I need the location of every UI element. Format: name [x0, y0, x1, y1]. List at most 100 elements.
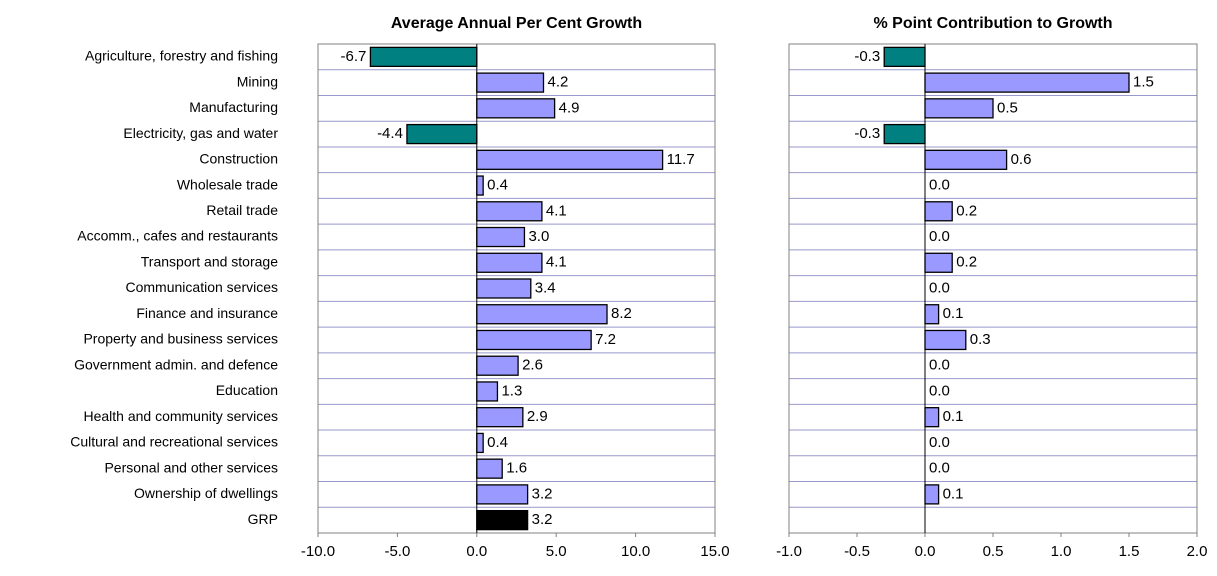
category-label: GRP: [248, 511, 278, 527]
bar: [924, 149, 1008, 170]
value-label: 0.2: [956, 254, 977, 271]
value-label: 2.9: [527, 408, 548, 425]
category-label: Agriculture, forestry and fishing: [85, 48, 278, 64]
value-label: 0.5: [997, 99, 1018, 116]
x-tick-label: 5.0: [546, 543, 567, 560]
value-label: 11.7: [667, 151, 695, 168]
value-label: 0.0: [929, 434, 950, 451]
bar: [924, 329, 967, 351]
category-label: Manufacturing: [189, 99, 278, 115]
value-label: -6.7: [341, 48, 367, 65]
category-label: Health and community services: [83, 408, 278, 424]
x-tick-label: 1.0: [1051, 543, 1072, 560]
category-label: Mining: [237, 73, 278, 89]
x-tick-label: -1.0: [776, 543, 802, 560]
value-label: 4.9: [559, 99, 580, 116]
x-tick-label: 15.0: [700, 543, 729, 560]
category-label: Education: [216, 382, 278, 398]
value-label: 0.0: [929, 279, 950, 296]
bar: [476, 278, 532, 299]
bar: [924, 407, 940, 428]
x-tick-label: -0.5: [844, 543, 870, 560]
value-label: 0.4: [487, 434, 508, 451]
bar: [476, 149, 664, 170]
bar: [476, 329, 592, 351]
value-label: 0.2: [956, 202, 977, 219]
value-label: -0.3: [854, 125, 880, 142]
value-label: 0.0: [929, 228, 950, 245]
bar: [369, 46, 478, 68]
value-label: 0.1: [943, 485, 964, 502]
value-label: 2.6: [522, 357, 543, 374]
bar: [476, 458, 503, 479]
bar: [924, 252, 953, 273]
category-label: Personal and other services: [104, 459, 278, 475]
x-tick-label: -10.0: [301, 543, 335, 560]
value-label: 0.1: [943, 408, 964, 425]
plot-border: [317, 43, 716, 534]
bar: [476, 381, 499, 402]
bar: [924, 304, 940, 325]
value-label: 1.5: [1133, 74, 1154, 91]
value-label: 3.4: [535, 279, 556, 296]
bar: [924, 484, 940, 505]
value-label: 1.6: [506, 460, 527, 477]
chart-title: Average Annual Per Cent Growth: [391, 15, 642, 32]
bar: [476, 175, 484, 196]
bar: [476, 432, 484, 454]
value-label: 3.2: [532, 511, 553, 528]
x-tick-label: 0.5: [983, 543, 1004, 560]
category-label: Property and business services: [83, 331, 278, 347]
category-label: Government admin. and defence: [74, 356, 278, 372]
bar: [476, 355, 519, 376]
bar: [476, 509, 529, 531]
bar: [476, 484, 529, 505]
x-tick-label: -5.0: [384, 543, 410, 560]
bar: [883, 46, 926, 68]
bar: [883, 123, 926, 145]
category-label: Accomm., cafes and restaurants: [77, 228, 278, 244]
value-label: 0.0: [929, 357, 950, 374]
bar: [406, 123, 478, 145]
value-label: 0.6: [1011, 151, 1032, 168]
bar: [476, 252, 543, 273]
value-label: 8.2: [611, 305, 632, 322]
x-tick-label: 1.5: [1119, 543, 1140, 560]
value-label: -0.3: [854, 48, 880, 65]
bar: [476, 226, 526, 248]
x-tick-label: 0.0: [915, 543, 936, 560]
x-tick-label: 0.0: [466, 543, 487, 560]
category-label: Retail trade: [206, 202, 278, 218]
bar: [476, 407, 524, 428]
bar: [476, 98, 556, 119]
category-label: Ownership of dwellings: [134, 485, 278, 501]
value-label: 0.0: [929, 382, 950, 399]
bar: [924, 72, 1130, 93]
bar: [476, 72, 545, 93]
bar: [476, 304, 608, 325]
value-label: 3.2: [532, 485, 553, 502]
category-label: Communication services: [126, 279, 279, 295]
category-label: Transport and storage: [141, 253, 278, 269]
category-label: Cultural and recreational services: [70, 434, 278, 450]
value-label: 3.0: [528, 228, 549, 245]
bar: [924, 201, 953, 222]
chart-title: % Point Contribution to Growth: [873, 15, 1112, 32]
category-label: Wholesale trade: [177, 176, 278, 192]
value-label: 4.1: [546, 254, 567, 271]
value-label: 0.1: [943, 305, 964, 322]
category-label: Construction: [199, 151, 278, 167]
value-label: 0.3: [970, 331, 991, 348]
value-label: 0.4: [487, 177, 508, 194]
value-label: 0.0: [929, 177, 950, 194]
category-label: Electricity, gas and water: [123, 125, 278, 141]
bar: [924, 98, 994, 119]
bar: [476, 201, 543, 222]
value-label: 4.1: [546, 202, 567, 219]
x-tick-label: 2.0: [1187, 543, 1208, 560]
value-label: 7.2: [595, 331, 616, 348]
value-label: 1.3: [501, 382, 522, 399]
value-label: 0.0: [929, 460, 950, 477]
